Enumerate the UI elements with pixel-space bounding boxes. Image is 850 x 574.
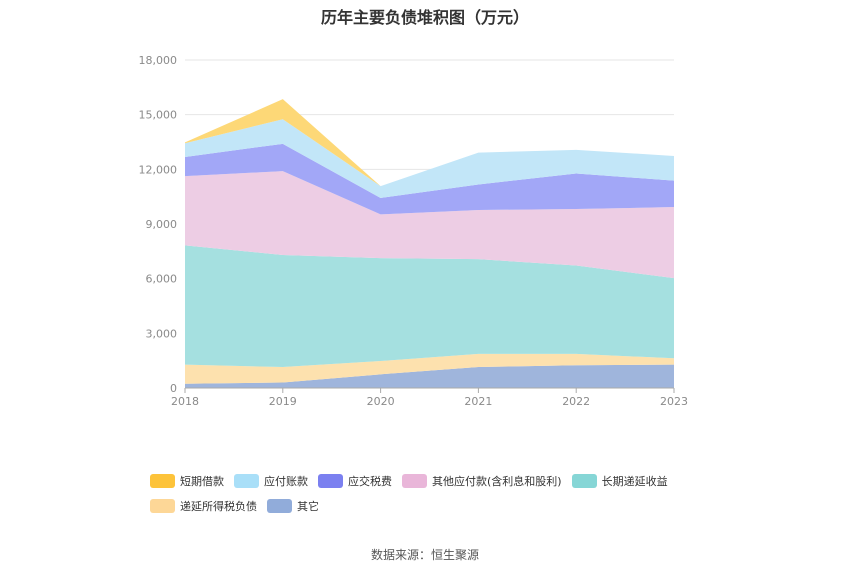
legend-item[interactable]: 应交税费 — [318, 473, 392, 489]
legend-swatch — [150, 474, 175, 488]
x-tick-label: 2020 — [367, 395, 395, 408]
legend-row-1: 短期借款 应付账款 应交税费 其他应付款(含利息和股利) 长期递延收益 — [150, 470, 750, 492]
legend-label: 其它 — [297, 500, 319, 513]
x-tick-label: 2019 — [269, 395, 297, 408]
legend-item[interactable]: 短期借款 — [150, 473, 224, 489]
legend-label: 短期借款 — [180, 475, 224, 488]
legend-swatch — [402, 474, 427, 488]
axes: 0 3,000 6,000 9,000 12,000 15,000 18,000 2018 20… — [139, 54, 689, 408]
area-series-1 — [185, 353, 674, 384]
legend-item[interactable]: 应付账款 — [234, 473, 308, 489]
area-series-0 — [185, 364, 674, 388]
x-tick-label: 2021 — [464, 395, 492, 408]
x-tick-label: 2023 — [660, 395, 688, 408]
legend-label: 递延所得税负债 — [180, 500, 257, 513]
legend-label: 应付账款 — [264, 475, 308, 488]
data-source-note: 数据来源：恒生聚源 — [370, 548, 479, 562]
y-tick-label: 6,000 — [146, 273, 178, 286]
area-series-group — [185, 99, 674, 388]
legend-item[interactable]: 其他应付款(含利息和股利) — [402, 473, 562, 489]
x-tick-label: 2022 — [562, 395, 590, 408]
y-tick-label: 15,000 — [139, 109, 178, 122]
legend-label: 长期递延收益 — [601, 475, 668, 488]
x-tick-label: 2018 — [171, 395, 199, 408]
area-series-2 — [185, 245, 674, 368]
legend-item[interactable]: 其它 — [267, 498, 319, 514]
legend-swatch — [571, 474, 597, 488]
y-tick-label: 18,000 — [139, 54, 178, 67]
legend: 短期借款 应付账款 应交税费 其他应付款(含利息和股利) 长期递延收益 递延所得税负债 其… — [150, 470, 750, 520]
legend-swatch — [267, 499, 292, 513]
legend-row-2: 递延所得税负债 其它 — [150, 495, 750, 517]
y-tick-label: 12,000 — [139, 163, 178, 176]
legend-label: 应交税费 — [348, 475, 392, 488]
legend-swatch — [318, 474, 343, 488]
y-tick-label: 9,000 — [146, 218, 178, 231]
legend-label: 其他应付款(含利息和股利) — [432, 475, 562, 488]
chart-title: 历年主要负债堆积图（万元） — [320, 8, 529, 27]
legend-swatch — [234, 474, 259, 488]
legend-item[interactable]: 递延所得税负债 — [150, 498, 257, 514]
area-series-5 — [185, 119, 674, 198]
area-series-4 — [185, 143, 674, 215]
legend-item[interactable]: 长期递延收益 — [571, 473, 668, 489]
area-series-3 — [185, 171, 674, 279]
y-tick-label: 0 — [170, 382, 177, 395]
y-tick-label: 3,000 — [146, 327, 178, 340]
legend-swatch — [150, 499, 175, 513]
